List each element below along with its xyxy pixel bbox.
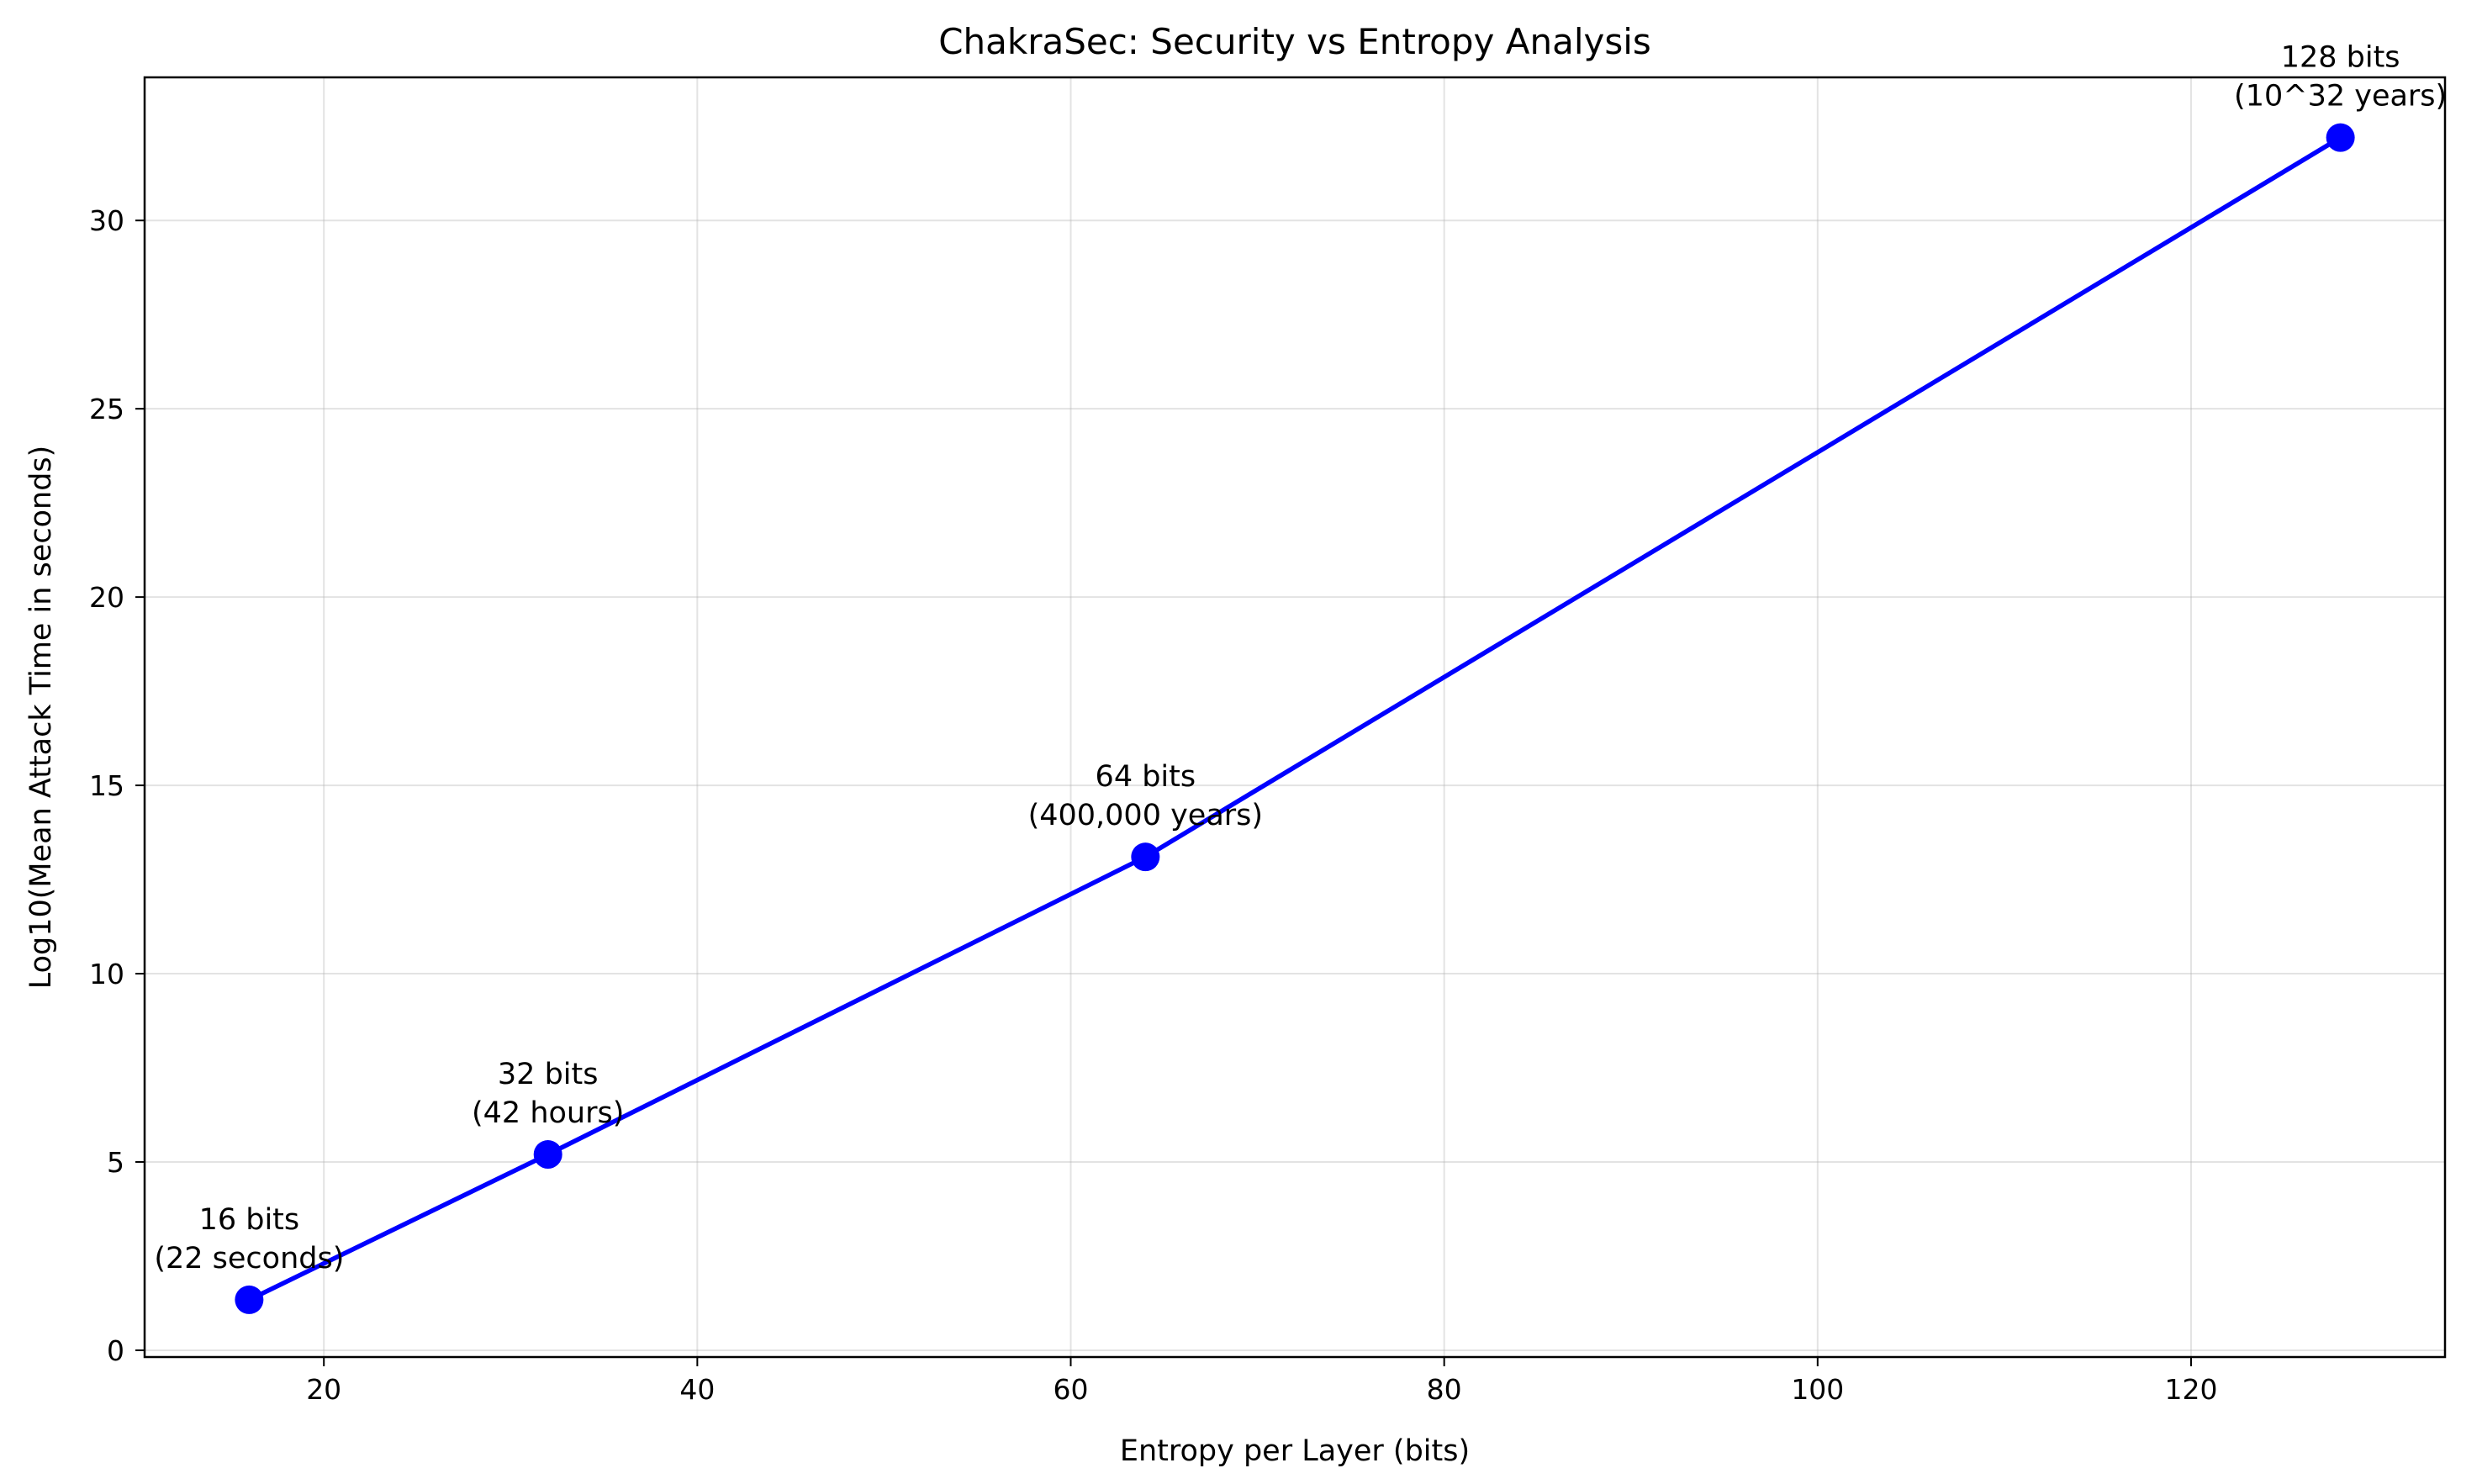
data-point <box>533 1140 562 1170</box>
annotation-line: (22 seconds) <box>154 1242 344 1275</box>
annotation-line: (400,000 years) <box>1028 799 1264 832</box>
x-tick-label: 40 <box>679 1373 715 1406</box>
y-tick-label: 15 <box>89 769 124 802</box>
x-tick-label: 20 <box>306 1373 341 1406</box>
y-tick-label: 0 <box>107 1334 124 1367</box>
data-point <box>2326 123 2355 152</box>
data-annotation: 16 bits (22 seconds) <box>154 1203 344 1275</box>
ticks: 20 40 60 80 100 120 0 5 10 15 20 25 30 <box>89 204 2217 1406</box>
series-layer <box>235 123 2355 1314</box>
annotation-line: 32 bits <box>498 1058 599 1091</box>
data-annotation: 32 bits (42 hours) <box>472 1058 624 1130</box>
x-tick-label: 120 <box>2164 1373 2217 1406</box>
annotation-line: 64 bits <box>1096 760 1196 794</box>
y-axis-label: Log10(Mean Attack Time in seconds) <box>24 446 58 990</box>
data-point <box>235 1285 264 1314</box>
data-annotation: 64 bits (400,000 years) <box>1028 760 1264 832</box>
data-point <box>1131 842 1160 872</box>
y-tick-label: 5 <box>107 1146 124 1179</box>
data-annotation: 128 bits (10^32 years) <box>2234 41 2447 114</box>
annotations: 16 bits (22 seconds) 32 bits (42 hours) 64 b… <box>154 41 2447 1275</box>
annotation-line: 128 bits <box>2281 41 2400 75</box>
chart-title: ChakraSec: Security vs Entropy Analysis <box>938 21 1651 62</box>
y-tick-label: 10 <box>89 958 124 990</box>
x-tick-label: 80 <box>1427 1373 1462 1406</box>
y-tick-label: 30 <box>89 204 124 237</box>
y-tick-label: 25 <box>89 393 124 425</box>
plot-frame <box>143 76 2447 1359</box>
y-tick-label: 20 <box>89 581 124 614</box>
series-line <box>248 135 2342 1302</box>
grid <box>145 77 2445 1357</box>
annotation-line: (42 hours) <box>472 1096 624 1130</box>
x-tick-label: 60 <box>1054 1373 1089 1406</box>
x-axis-label: Entropy per Layer (bits) <box>1120 1434 1470 1468</box>
annotation-line: (10^32 years) <box>2234 80 2447 114</box>
annotation-line: 16 bits <box>199 1203 300 1237</box>
x-tick-label: 100 <box>1791 1373 1844 1406</box>
